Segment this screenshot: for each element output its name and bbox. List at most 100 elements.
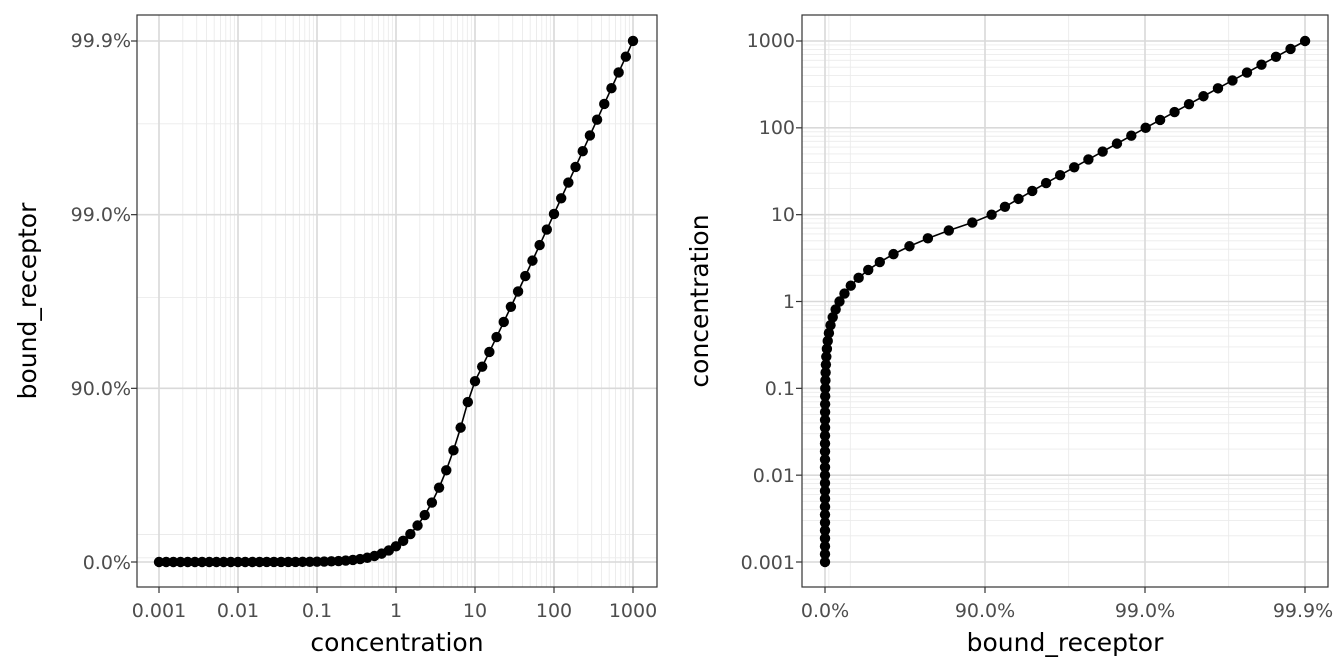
- right-data-point: [820, 359, 832, 370]
- left-data-point: [599, 98, 610, 110]
- left-data-point: [563, 177, 574, 188]
- left-data-point: [412, 520, 423, 531]
- left-data-point: [627, 35, 639, 47]
- left-data-point: [275, 556, 287, 568]
- right-data-point: [819, 398, 831, 410]
- left-data-point: [548, 208, 560, 220]
- left-x-axis-title: concentration: [310, 628, 483, 657]
- right-major-gridlines: [802, 15, 1328, 587]
- right-data-point: [819, 501, 831, 512]
- right-xtick-label-2: 99.0%: [1115, 600, 1175, 622]
- right-data-point: [819, 548, 831, 560]
- right-data-point: [1212, 83, 1224, 94]
- right-ytick-label-0: 0.001: [741, 552, 795, 574]
- left-data-point: [455, 422, 466, 433]
- right-ytick-label-4: 10: [771, 204, 795, 226]
- right-data-point: [820, 375, 831, 386]
- right-data-point: [819, 533, 831, 544]
- right-data-point: [819, 493, 831, 505]
- left-xtick-label-1: 0.01: [217, 600, 259, 622]
- left-data-point: [160, 556, 172, 568]
- left-series: [153, 35, 639, 568]
- left-data-point: [555, 193, 567, 204]
- right-data-point: [1183, 98, 1195, 110]
- left-data-point: [268, 556, 280, 568]
- right-data-point: [863, 264, 874, 276]
- left-data-point: [591, 114, 603, 125]
- right-data-point: [853, 272, 864, 284]
- right-data-point: [819, 485, 831, 497]
- left-minor-gridlines: [137, 15, 657, 587]
- left-data-point: [534, 239, 545, 251]
- right-data-point: [1013, 193, 1024, 205]
- left-data-point: [153, 556, 165, 568]
- right-data-point: [1169, 106, 1180, 118]
- left-data-point: [397, 535, 409, 547]
- left-xtick-label-0: 0.001: [132, 600, 186, 622]
- left-xtick-label-2: 0.1: [302, 600, 332, 622]
- right-data-point: [1198, 91, 1209, 102]
- right-data-point: [819, 391, 831, 402]
- right-data-point: [819, 454, 831, 465]
- right-data-point: [1299, 35, 1311, 47]
- right-data-point: [819, 517, 831, 528]
- left-data-point: [232, 556, 244, 568]
- right-xtick-label-0: 0.0%: [801, 600, 849, 622]
- right-data-point: [819, 462, 831, 473]
- right-data-point: [819, 469, 831, 481]
- left-data-point: [189, 556, 201, 568]
- right-data-point: [1270, 51, 1282, 62]
- right-data-point: [819, 446, 831, 457]
- right-data-point: [999, 201, 1011, 212]
- left-panel-border: [136, 14, 658, 588]
- left-data-point: [426, 497, 438, 508]
- right-data-point: [834, 296, 845, 307]
- right-data-point: [1256, 59, 1267, 70]
- right-xtick-label-1: 90.0%: [955, 600, 1015, 622]
- right-data-point: [986, 209, 997, 220]
- left-data-point: [225, 556, 237, 568]
- right-data-point: [888, 248, 899, 260]
- left-xtick-label-5: 100: [536, 600, 572, 622]
- right-data-point: [819, 430, 831, 441]
- right-data-point: [821, 351, 832, 362]
- right-data-point: [830, 304, 841, 315]
- right-data-point: [819, 525, 831, 536]
- left-xtick-label-4: 10: [463, 600, 487, 622]
- left-data-point: [247, 556, 258, 568]
- right-data-point: [1111, 138, 1123, 149]
- right-y-axis-title: concentration: [685, 214, 714, 387]
- right-data-point: [819, 422, 831, 434]
- left-ytick-label-0: 0.0%: [83, 552, 131, 574]
- right-data-point: [819, 541, 831, 552]
- left-data-point: [433, 482, 445, 493]
- right-data-point: [819, 438, 831, 449]
- right-data-point: [823, 327, 835, 339]
- left-data-point: [441, 465, 452, 476]
- left-data-point: [484, 346, 495, 358]
- left-data-point: [584, 130, 596, 141]
- left-data-point: [168, 556, 179, 568]
- left-xtick-label-6: 1000: [609, 600, 657, 622]
- left-data-point: [175, 556, 186, 568]
- right-x-axis-title: bound_receptor: [967, 628, 1164, 657]
- right-data-point: [819, 556, 831, 568]
- left-xtick-label-3: 1: [390, 600, 402, 622]
- right-data-point: [904, 241, 915, 252]
- left-data-point: [196, 556, 208, 568]
- right-data-point: [874, 256, 886, 268]
- left-data-point: [577, 145, 588, 157]
- right-data-point: [967, 217, 978, 228]
- left-data-point: [541, 224, 553, 235]
- right-panel: 1000 100 10 1 0.1 0.01 0.001 0.0% 90.0% …: [685, 14, 1333, 657]
- right-data-point: [819, 509, 831, 520]
- right-data-point: [1083, 154, 1094, 165]
- left-data-point: [505, 301, 517, 312]
- right-data-point: [822, 335, 833, 347]
- right-ytick-label-5: 100: [759, 117, 795, 139]
- left-major-gridlines: [137, 15, 657, 587]
- left-data-point: [613, 67, 624, 78]
- right-series: [819, 35, 1311, 568]
- left-ytick-label-3: 99.9%: [71, 30, 131, 52]
- right-data-point: [1040, 177, 1052, 189]
